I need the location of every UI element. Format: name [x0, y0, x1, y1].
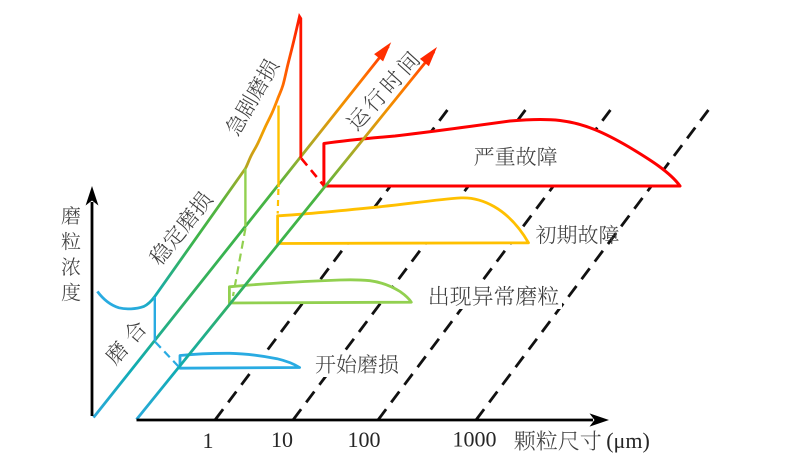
svg-text:100: 100	[348, 427, 381, 452]
svg-text:(μm): (μm)	[606, 428, 650, 453]
svg-text:1000: 1000	[453, 427, 497, 452]
svg-text:1: 1	[203, 428, 214, 453]
svg-text:10: 10	[271, 427, 293, 452]
